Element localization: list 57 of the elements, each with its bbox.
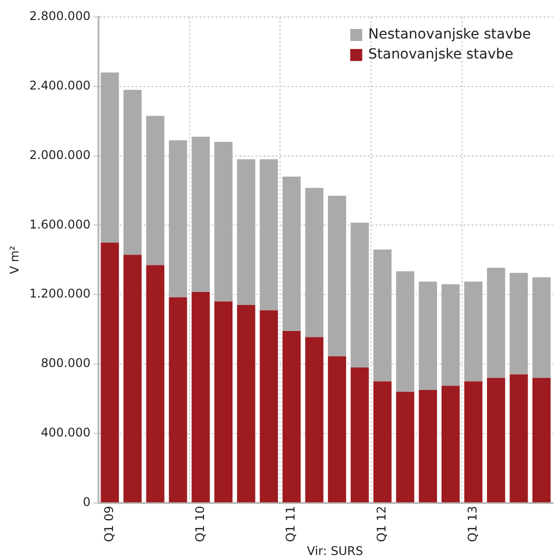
- bar: [260, 310, 278, 502]
- bar: [168, 140, 188, 298]
- bar: [146, 265, 164, 502]
- x-tick-label: Q1 12: [374, 506, 389, 542]
- bar: [396, 392, 414, 502]
- bar: [510, 272, 528, 374]
- bar: [532, 378, 551, 502]
- y-tick-label: 2.000.000: [29, 148, 90, 162]
- x-tick-label: Q1 13: [465, 506, 480, 542]
- bar: [442, 284, 460, 386]
- bar: [328, 196, 346, 356]
- y-tick-label: 2.400.000: [29, 78, 90, 93]
- bar: [146, 116, 164, 266]
- bar: [305, 337, 324, 502]
- bar: [282, 176, 301, 332]
- y-tick-label: 1.200.000: [29, 286, 90, 301]
- bar: [305, 188, 324, 338]
- y-tick-label: 400.000: [40, 426, 90, 440]
- bar: [328, 356, 346, 502]
- bar: [282, 331, 301, 502]
- bar: [350, 367, 369, 502]
- bar: [168, 297, 188, 502]
- bar: [396, 271, 414, 392]
- bar: [532, 277, 551, 378]
- x-tick-label: Q1 09: [102, 506, 116, 542]
- bar: [214, 142, 233, 302]
- y-axis-title: V m²: [7, 245, 22, 274]
- bar: [486, 268, 506, 378]
- bar: [418, 282, 437, 390]
- bar: [214, 302, 233, 502]
- bar: [123, 90, 142, 255]
- y-tick-label: 800.000: [40, 356, 90, 370]
- bar: [464, 282, 482, 382]
- legend-label: Nestanovanjske stavbe: [368, 26, 531, 43]
- bar: [123, 254, 142, 502]
- bar: [373, 381, 392, 502]
- bar: [486, 378, 506, 502]
- y-tick-label: 0: [82, 494, 90, 509]
- bar: [350, 222, 369, 368]
- bar: [192, 292, 210, 502]
- bar: [237, 305, 256, 502]
- bar: [100, 72, 119, 243]
- bar: [464, 381, 482, 502]
- y-tick-label: 2.800.000: [29, 9, 90, 24]
- bar: [373, 250, 392, 382]
- bar: [100, 242, 119, 502]
- legend-label: Stanovanjske stavbe: [368, 46, 514, 63]
- bar: [418, 390, 437, 502]
- bar: [192, 136, 210, 292]
- x-tick-label: Q1 11: [284, 506, 298, 542]
- text: Vir: SURS: [306, 544, 364, 558]
- bar: [442, 386, 460, 502]
- bar: [260, 159, 278, 310]
- x-tick-label: Q1 10: [192, 506, 207, 542]
- bar: [237, 159, 256, 306]
- bar: [510, 374, 528, 502]
- y-tick-label: 1.600.000: [29, 217, 90, 232]
